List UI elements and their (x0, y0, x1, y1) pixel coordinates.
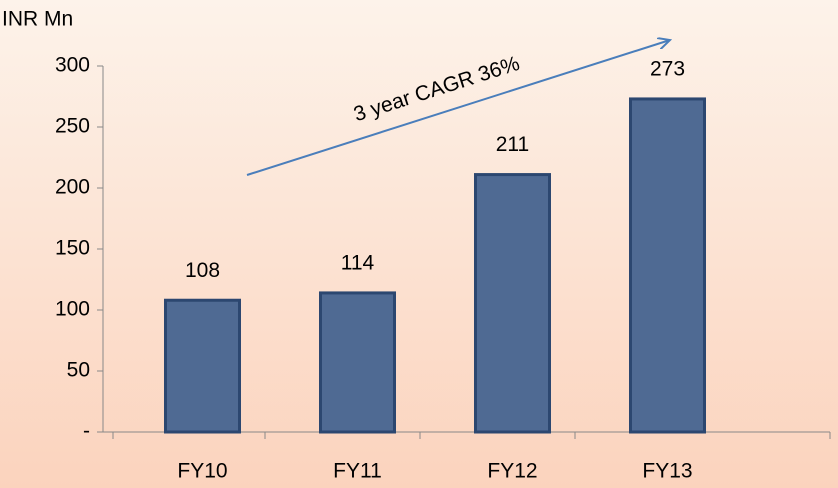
y-axis-label: INR Mn (2, 8, 73, 31)
bar (629, 97, 706, 434)
data-label: 108 (185, 259, 220, 282)
bar (474, 173, 551, 434)
y-tick-label: 200 (55, 176, 90, 199)
data-label: 273 (650, 57, 685, 80)
y-tick-label: 100 (55, 298, 90, 321)
y-tick-label: 50 (67, 359, 90, 382)
bar (319, 291, 396, 434)
y-tick-label: 250 (55, 115, 90, 138)
x-tick-label: FY10 (177, 460, 227, 483)
x-tick-label: FY12 (487, 460, 537, 483)
y-tick-label: 150 (55, 237, 90, 260)
x-tick-label: FY13 (642, 460, 692, 483)
cagr-arrow (246, 40, 670, 176)
data-label: 114 (341, 251, 375, 274)
data-label: 211 (496, 133, 529, 156)
x-tick-label: FY11 (333, 460, 382, 483)
y-tick-label: 300 (55, 54, 90, 77)
y-tick-label: - (83, 420, 90, 443)
bar (164, 298, 241, 434)
